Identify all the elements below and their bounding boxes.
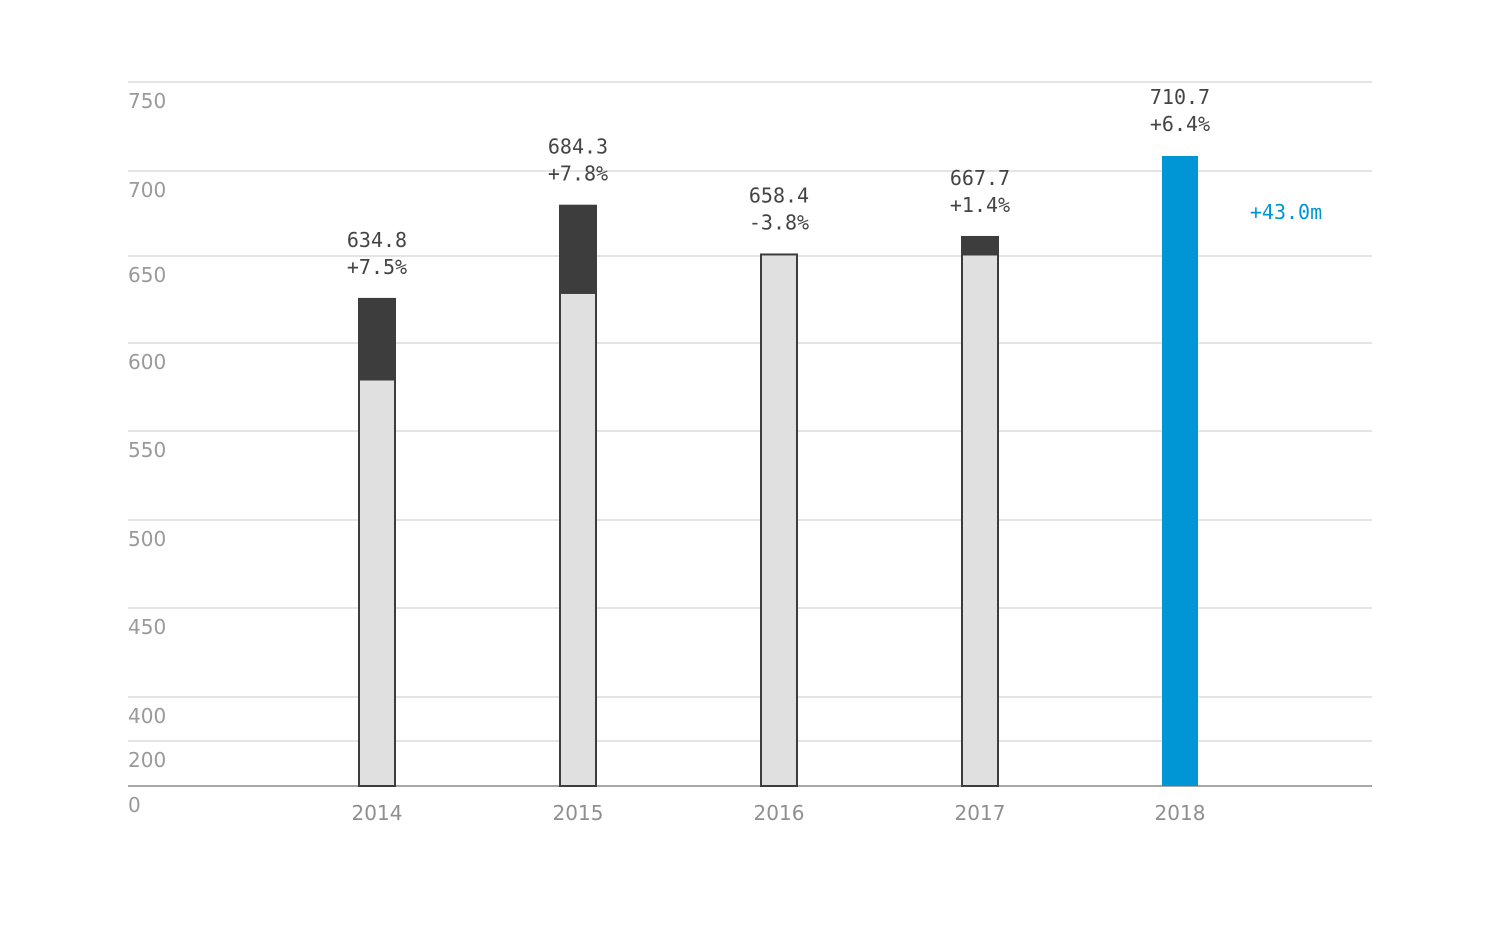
value-label-2016: 658.4 xyxy=(749,183,809,207)
bar-increase-2015 xyxy=(559,204,597,294)
change-label-2016: -3.8% xyxy=(749,210,809,234)
y-tick-label: 0 xyxy=(128,793,141,817)
x-tick-label-2015: 2015 xyxy=(553,801,604,825)
value-label-2015: 684.3 xyxy=(548,135,608,159)
change-label-2015: +7.8% xyxy=(548,162,608,186)
x-tick-label-2016: 2016 xyxy=(754,801,805,825)
change-label-2014: +7.5% xyxy=(347,255,407,279)
x-tick-label-2018: 2018 xyxy=(1155,801,1206,825)
bar-2018 xyxy=(1162,155,1198,787)
value-label-2014: 634.8 xyxy=(347,228,407,252)
y-tick-label: 600 xyxy=(128,350,166,374)
y-tick-label: 550 xyxy=(128,438,166,462)
bar-increase-2014 xyxy=(358,297,396,381)
y-tick-label: 750 xyxy=(128,89,166,113)
y-tick-label: 650 xyxy=(128,263,166,287)
value-label-2018: 710.7 xyxy=(1150,85,1210,109)
delta-annotation: +43.0m xyxy=(1250,200,1322,224)
bar-base-2015 xyxy=(559,291,597,787)
x-tick-label-2014: 2014 xyxy=(352,801,403,825)
y-tick-label: 200 xyxy=(128,748,166,772)
bars-layer xyxy=(358,155,1198,787)
change-label-2017: +1.4% xyxy=(950,193,1010,217)
y-tick-label: 450 xyxy=(128,615,166,639)
x-tick-label-2017: 2017 xyxy=(955,801,1006,825)
y-tick-label: 700 xyxy=(128,178,166,202)
bar-base-2017 xyxy=(961,253,999,787)
labels-layer: 750 700 650 600 550 500 450 400 200 0 634.8 +7.5% 20… xyxy=(128,85,1322,825)
change-label-2018: +6.4% xyxy=(1150,112,1210,136)
y-tick-label: 500 xyxy=(128,527,166,551)
bar-base-2016 xyxy=(760,253,798,787)
y-tick-label: 400 xyxy=(128,704,166,728)
bar-increase-2017 xyxy=(961,235,999,256)
bar-base-2014 xyxy=(358,378,396,787)
value-label-2017: 667.7 xyxy=(950,166,1010,190)
